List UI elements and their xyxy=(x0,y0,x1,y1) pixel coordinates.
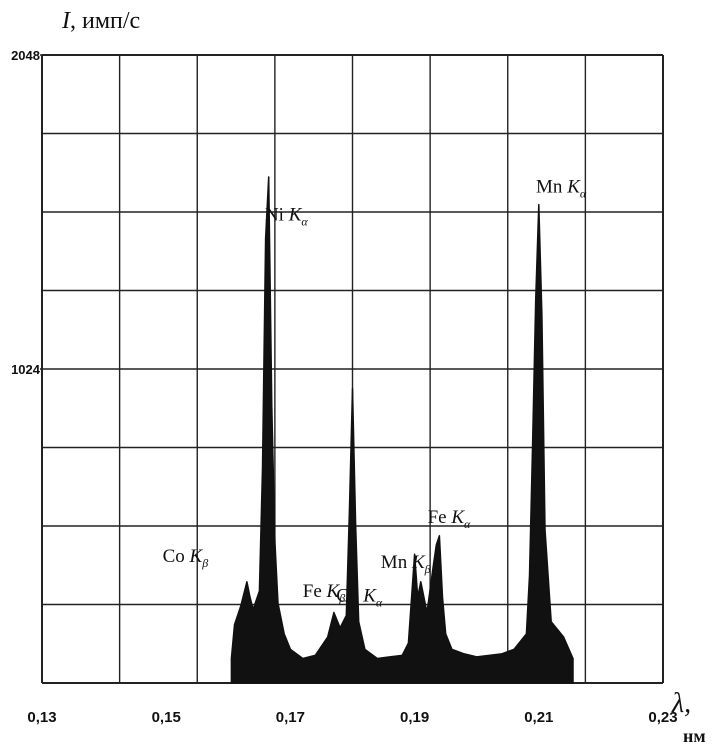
peak-label-subscript: α xyxy=(580,187,587,201)
peak-label-subscript: α xyxy=(301,214,308,228)
peak-label-subscript: β xyxy=(338,591,345,605)
peak-label: Fe Kβ xyxy=(303,581,345,605)
peak-label-subscript: α xyxy=(376,596,383,610)
peak-label-subscript: α xyxy=(464,517,471,531)
peak-label: Ni Kα xyxy=(265,204,308,228)
y-tick-label: 2048 xyxy=(11,48,40,63)
peak-label-line: K xyxy=(566,177,581,198)
x-tick-label: 0,21 xyxy=(524,709,553,726)
peak-label-line: K xyxy=(326,581,341,602)
x-tick-label: 0,13 xyxy=(27,709,56,726)
peak-label-element: Mn xyxy=(381,552,412,573)
x-tick-label: 0,17 xyxy=(276,709,305,726)
peak-label: Fe Kα xyxy=(428,507,471,531)
peak-label: Co Kβ xyxy=(163,546,209,570)
peak-label-subscript: β xyxy=(201,556,208,570)
y-axis-label: I, имп/с xyxy=(62,8,141,34)
y-tick-labels: 1024 2048 xyxy=(11,48,42,377)
peak-label-element: Co xyxy=(336,586,363,607)
x-tick-label: 0,15 xyxy=(152,709,181,726)
plot-area xyxy=(230,176,574,684)
spectrum-area xyxy=(230,176,574,684)
peak-label-line: K xyxy=(411,552,426,573)
x-tick-labels: 0,13 0,15 0,17 0,19 0,21 0,23 xyxy=(27,709,677,726)
peak-label-element: Fe xyxy=(428,507,452,528)
peak-label-line: K xyxy=(189,546,204,567)
peak-label-line: K xyxy=(288,204,303,225)
peak-label-element: Ni xyxy=(265,204,289,225)
peak-label-element: Co xyxy=(163,546,190,567)
peak-label: Mn Kα xyxy=(536,177,587,201)
peak-label-element: Fe xyxy=(303,581,327,602)
x-tick-label: 0,19 xyxy=(400,709,429,726)
peak-label-line: K xyxy=(450,507,465,528)
peak-label-element: Mn xyxy=(536,177,567,198)
x-axis-unit: нм xyxy=(683,726,706,746)
x-tick-label: 0,23 xyxy=(648,709,677,726)
x-axis-label: λ, xyxy=(672,688,692,719)
peak-label-line: K xyxy=(362,586,377,607)
y-tick-label: 1024 xyxy=(11,362,41,377)
peak-label: Co Kα xyxy=(336,586,383,610)
peak-label: Mn Kβ xyxy=(381,552,431,576)
peak-label-subscript: β xyxy=(424,562,431,576)
